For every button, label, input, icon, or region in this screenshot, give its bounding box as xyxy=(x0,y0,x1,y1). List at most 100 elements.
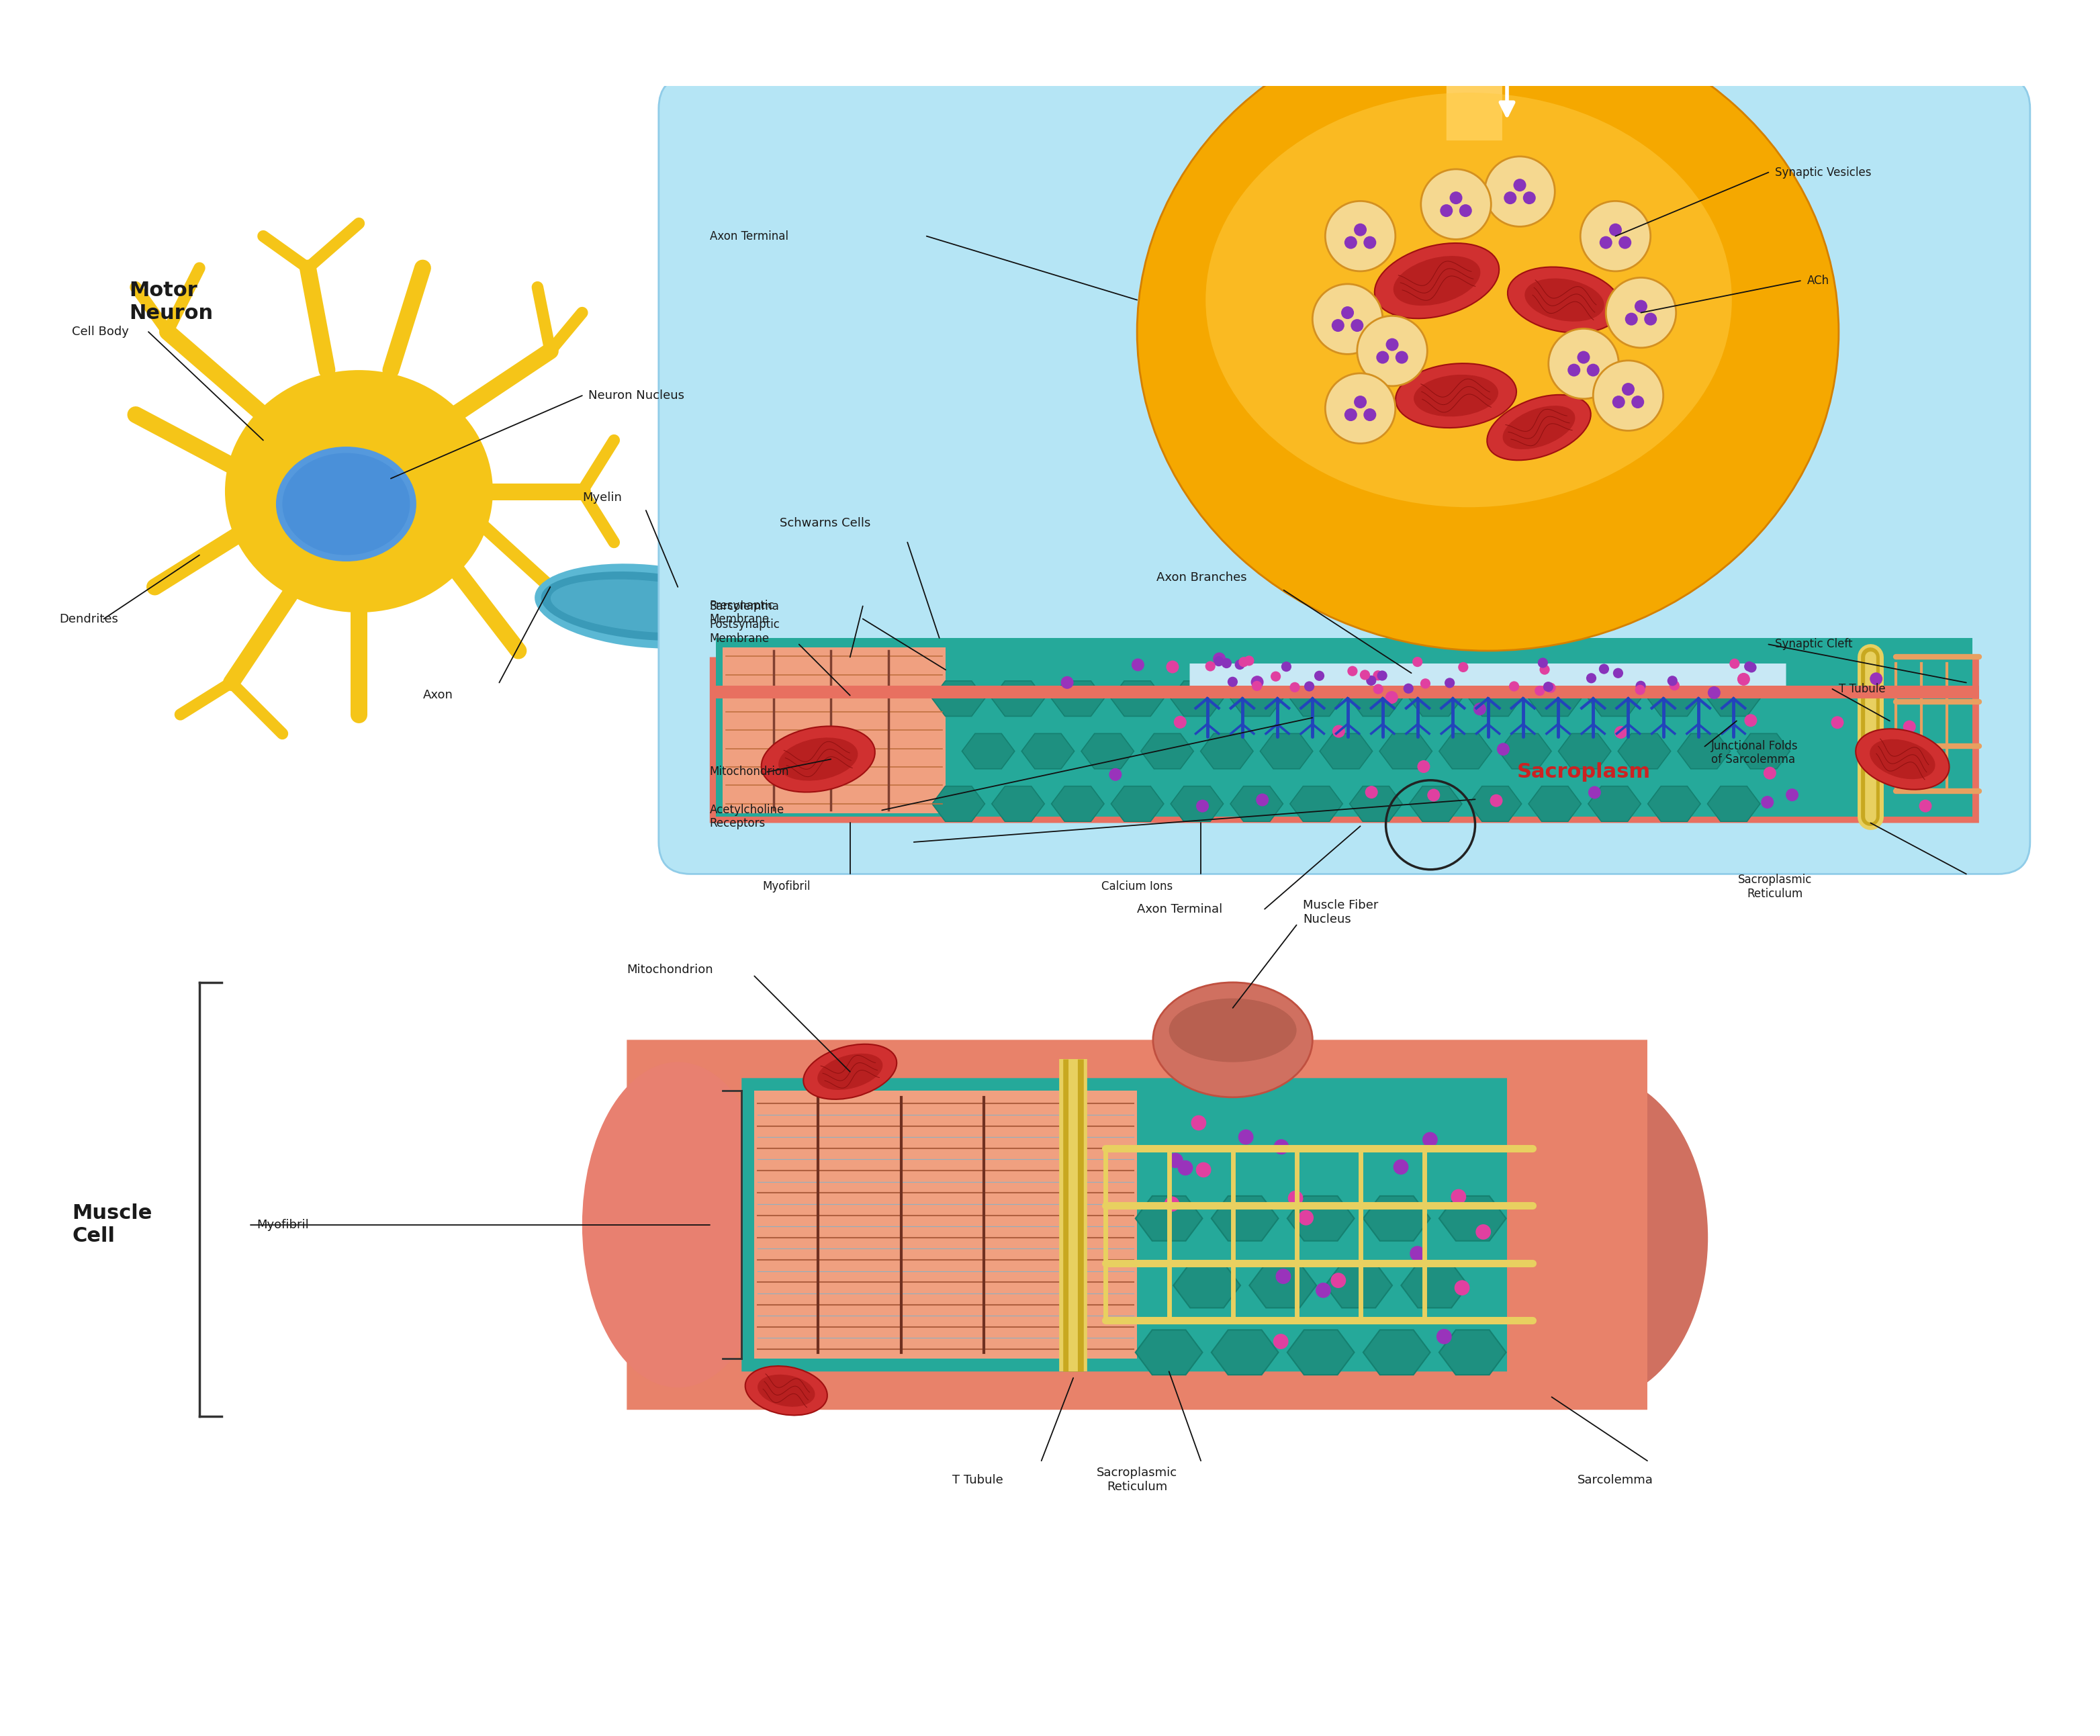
Polygon shape xyxy=(1231,681,1283,717)
Polygon shape xyxy=(1529,681,1581,717)
Polygon shape xyxy=(1325,1264,1392,1307)
Circle shape xyxy=(1363,408,1376,422)
Text: Synaptic Cleft: Synaptic Cleft xyxy=(1774,639,1852,651)
Polygon shape xyxy=(1212,1196,1279,1241)
Circle shape xyxy=(1581,201,1651,271)
Ellipse shape xyxy=(827,595,1050,681)
Polygon shape xyxy=(1140,734,1193,769)
Text: Mitochondrion: Mitochondrion xyxy=(626,963,714,976)
FancyBboxPatch shape xyxy=(659,76,2031,873)
Ellipse shape xyxy=(1487,394,1592,460)
Circle shape xyxy=(1222,658,1231,668)
Polygon shape xyxy=(1737,734,1789,769)
Circle shape xyxy=(1413,656,1422,667)
Polygon shape xyxy=(1678,734,1730,769)
Ellipse shape xyxy=(1413,375,1497,417)
Polygon shape xyxy=(1111,681,1163,717)
Circle shape xyxy=(1354,396,1367,408)
Circle shape xyxy=(1275,1269,1292,1285)
Circle shape xyxy=(1331,1272,1346,1288)
Text: Presynaptic
Membrane: Presynaptic Membrane xyxy=(710,599,775,625)
Polygon shape xyxy=(1212,1330,1279,1375)
Text: Junctional Folds
of Sarcolemma: Junctional Folds of Sarcolemma xyxy=(1711,740,1798,766)
Ellipse shape xyxy=(536,564,758,649)
Circle shape xyxy=(1544,682,1554,693)
Polygon shape xyxy=(1558,734,1611,769)
Circle shape xyxy=(1409,1246,1426,1262)
Ellipse shape xyxy=(1153,983,1312,1097)
Text: ACh: ACh xyxy=(1806,274,1829,286)
Polygon shape xyxy=(1350,681,1403,717)
Polygon shape xyxy=(1136,1196,1203,1241)
Ellipse shape xyxy=(1504,406,1575,450)
Circle shape xyxy=(1903,720,1915,733)
Circle shape xyxy=(1178,1160,1193,1175)
Polygon shape xyxy=(932,786,985,821)
Circle shape xyxy=(1273,1333,1289,1349)
Text: Axon Terminal: Axon Terminal xyxy=(710,231,788,243)
Circle shape xyxy=(1289,682,1300,693)
Circle shape xyxy=(1342,306,1354,319)
Circle shape xyxy=(1354,224,1367,236)
Ellipse shape xyxy=(817,1054,882,1090)
Text: Sacroplasmic
Reticulum: Sacroplasmic Reticulum xyxy=(1739,873,1812,899)
Ellipse shape xyxy=(779,738,859,781)
Ellipse shape xyxy=(225,370,494,613)
Circle shape xyxy=(1548,328,1619,399)
Ellipse shape xyxy=(1856,729,1949,790)
Circle shape xyxy=(1504,191,1516,205)
Ellipse shape xyxy=(281,453,410,556)
Circle shape xyxy=(1205,661,1216,672)
Polygon shape xyxy=(1363,1330,1430,1375)
Circle shape xyxy=(1625,312,1638,325)
Circle shape xyxy=(1537,658,1548,668)
Circle shape xyxy=(1632,396,1644,408)
Circle shape xyxy=(1644,312,1657,325)
Circle shape xyxy=(1594,361,1663,431)
Ellipse shape xyxy=(1170,998,1296,1062)
Circle shape xyxy=(1762,795,1774,809)
Ellipse shape xyxy=(1525,278,1604,321)
Circle shape xyxy=(1737,674,1749,686)
Circle shape xyxy=(1256,793,1268,806)
Ellipse shape xyxy=(680,580,903,665)
Text: Axon Branches: Axon Branches xyxy=(1157,571,1247,583)
Bar xyxy=(710,686,1978,698)
Circle shape xyxy=(1613,396,1625,408)
Polygon shape xyxy=(1468,681,1522,717)
Polygon shape xyxy=(1409,681,1462,717)
Circle shape xyxy=(1394,351,1409,365)
Circle shape xyxy=(1615,726,1628,740)
Polygon shape xyxy=(1021,734,1075,769)
Ellipse shape xyxy=(582,1062,773,1387)
Text: Calcium Ions: Calcium Ions xyxy=(1100,880,1172,892)
Circle shape xyxy=(1344,408,1357,422)
Ellipse shape xyxy=(542,571,752,641)
Circle shape xyxy=(1588,365,1600,377)
Ellipse shape xyxy=(844,611,1035,665)
Circle shape xyxy=(1474,703,1487,715)
Circle shape xyxy=(1607,278,1676,347)
Circle shape xyxy=(1312,285,1382,354)
Circle shape xyxy=(1060,675,1073,689)
Ellipse shape xyxy=(1485,1075,1707,1401)
Circle shape xyxy=(1667,675,1678,686)
Circle shape xyxy=(1455,1279,1470,1295)
Polygon shape xyxy=(1649,681,1701,717)
Circle shape xyxy=(1634,300,1646,312)
Circle shape xyxy=(1325,373,1394,443)
Polygon shape xyxy=(1052,681,1105,717)
Ellipse shape xyxy=(981,620,1191,689)
Circle shape xyxy=(1168,1153,1182,1168)
Ellipse shape xyxy=(1396,363,1516,427)
Text: Myofibril: Myofibril xyxy=(256,1219,309,1231)
Polygon shape xyxy=(1250,1264,1317,1307)
Circle shape xyxy=(1235,660,1245,670)
Ellipse shape xyxy=(1392,255,1480,306)
Circle shape xyxy=(1357,316,1428,385)
Ellipse shape xyxy=(758,1375,815,1406)
Circle shape xyxy=(1460,205,1472,217)
FancyBboxPatch shape xyxy=(1191,663,1787,696)
Ellipse shape xyxy=(804,1043,897,1099)
Circle shape xyxy=(1609,224,1621,236)
